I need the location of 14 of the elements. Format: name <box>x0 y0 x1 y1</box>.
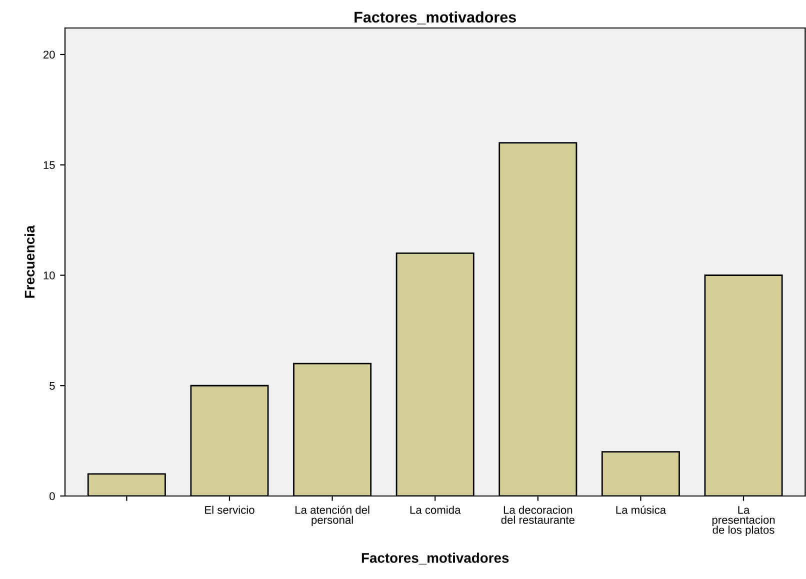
x-tick-label: La decoracion del restaurante <box>501 506 574 524</box>
y-tick-label: 10 <box>44 272 55 280</box>
y-axis-title: Frecuencia <box>24 225 35 298</box>
y-tick-label: 20 <box>43 50 55 59</box>
y-tick-label: 15 <box>44 161 55 170</box>
chart-title: Factores_motivadores <box>354 11 516 24</box>
x-tick-label: El servicio <box>205 506 254 514</box>
y-tick-label: 5 <box>50 382 55 390</box>
x-tick-label: La música <box>616 506 666 514</box>
x-tick-label: La atención del personal <box>296 506 370 526</box>
x-tick-label: La presentacion de los platos <box>712 506 775 536</box>
x-tick-label: La comida <box>410 506 461 514</box>
y-tick-label: 0 <box>50 492 55 500</box>
x-axis-title: Factores_motivadores <box>362 552 509 564</box>
